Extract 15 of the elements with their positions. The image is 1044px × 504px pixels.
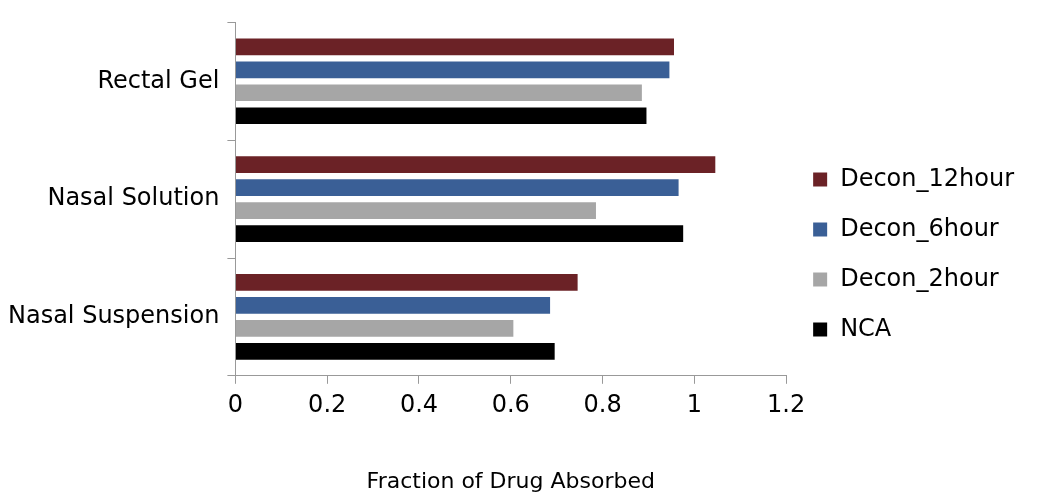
x-tick-label: 0.2 <box>308 390 347 419</box>
legend-label: NCA <box>840 313 892 342</box>
legend-label: Decon_2hour <box>840 263 999 292</box>
x-tick-label: 0.8 <box>583 390 622 419</box>
x-tick-label: 0 <box>227 390 244 419</box>
x-tick-label: 0.4 <box>399 390 439 419</box>
y-tick-label: Rectal Gel <box>97 65 220 94</box>
y-tick-label: Nasal Suspension <box>7 301 220 330</box>
legend-label: Decon_6hour <box>840 213 999 242</box>
x-tick-label: 1 <box>686 390 702 419</box>
x-tick-label: 1.2 <box>767 390 806 419</box>
x-axis-title: Fraction of Drug Absorbed <box>366 467 655 493</box>
y-tick-label: Nasal Solution <box>47 183 220 212</box>
x-tick-label: 0.6 <box>491 390 530 419</box>
legend-label: Decon_12hour <box>840 163 1015 192</box>
